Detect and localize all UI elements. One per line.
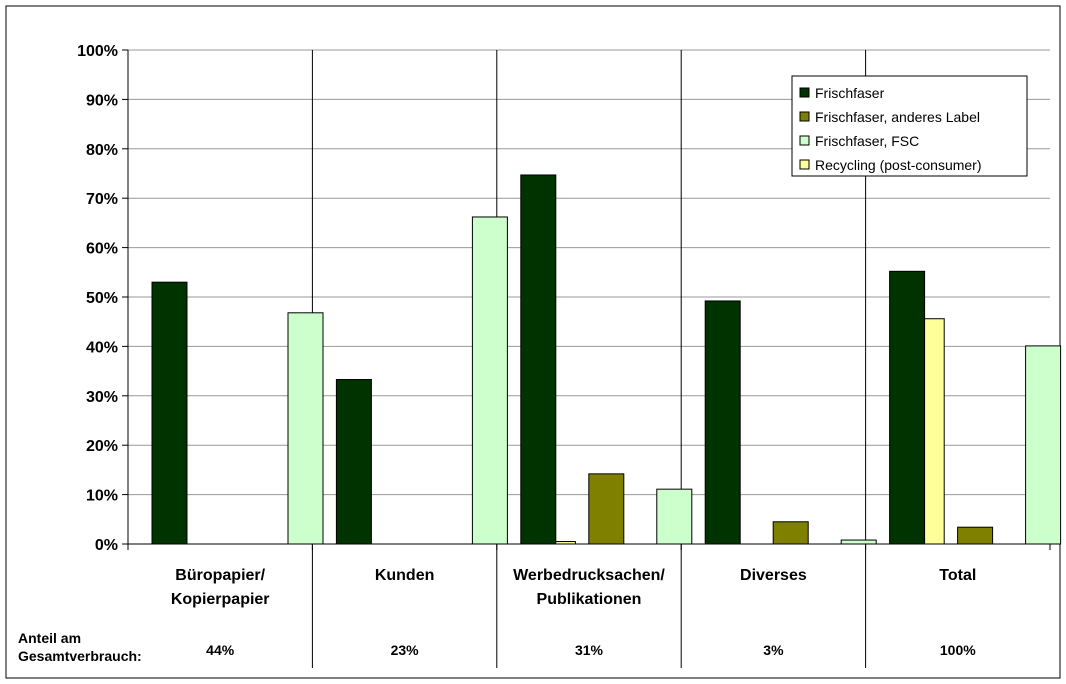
category-label-line: Diverses	[740, 567, 807, 584]
category-label: Kunden	[375, 567, 435, 584]
legend-label: Frischfaser, FSC	[815, 133, 919, 149]
y-tick-label: 20%	[86, 438, 118, 455]
category-label: Total	[939, 567, 976, 584]
share-row: Anteil am Gesamtverbrauch: 44% 23% 31% 3% 100%	[18, 630, 976, 664]
bar	[704, 300, 741, 545]
y-tick-label: 0%	[95, 537, 118, 554]
legend: Frischfaser Frischfaser, anderes Label Fri…	[791, 75, 1028, 177]
bar	[656, 488, 693, 545]
legend-swatch	[799, 111, 810, 122]
bar	[287, 312, 324, 545]
bar	[889, 270, 926, 545]
category-label-line: Büropapier/	[175, 567, 265, 584]
share-value: 3%	[763, 642, 784, 658]
legend-box	[791, 75, 1028, 177]
share-value: 44%	[206, 642, 235, 658]
bar	[520, 174, 557, 545]
bars	[151, 174, 1062, 545]
y-tick-label: 40%	[86, 339, 118, 356]
category-label: Werbedrucksachen/Publikationen	[513, 567, 665, 608]
y-tick-label: 90%	[86, 92, 118, 109]
share-row-label-line: Anteil am	[18, 630, 81, 646]
y-tick-label: 80%	[86, 142, 118, 159]
category-labels: Büropapier/Kopierpapier Kunden Werbedrucks…	[171, 567, 976, 608]
share-row-label: Anteil am Gesamtverbrauch:	[18, 630, 142, 664]
bar	[957, 526, 994, 545]
bar	[471, 216, 508, 545]
bar	[772, 521, 809, 545]
bar	[151, 281, 188, 545]
category-label-line: Werbedrucksachen/	[513, 567, 665, 584]
legend-label: Frischfaser	[815, 85, 885, 101]
y-tick-label: 100%	[77, 43, 118, 60]
legend-label: Recycling (post-consumer)	[815, 157, 982, 173]
bar	[840, 539, 877, 545]
legend-label: Frischfaser, anderes Label	[815, 109, 980, 125]
y-tick-label: 50%	[86, 290, 118, 307]
share-value: 31%	[575, 642, 604, 658]
category-label-line: Total	[939, 567, 976, 584]
category-label-line: Kunden	[375, 567, 435, 584]
share-value: 100%	[940, 642, 976, 658]
y-tick-label: 60%	[86, 241, 118, 258]
y-tick-label: 70%	[86, 191, 118, 208]
y-tick-labels: 0% 10% 20% 30% 40% 50% 60% 70% 80% 90% 100%	[77, 43, 118, 554]
category-label: Büropapier/Kopierpapier	[171, 567, 270, 608]
share-value: 23%	[391, 642, 420, 658]
bar	[335, 378, 372, 545]
category-label-line: Publikationen	[537, 591, 642, 608]
axes	[127, 50, 1051, 550]
share-row-label-line: Gesamtverbrauch:	[18, 648, 142, 664]
category-label: Diverses	[740, 567, 807, 584]
bar	[588, 473, 625, 545]
legend-swatch	[799, 87, 810, 98]
y-tick-label: 10%	[86, 488, 118, 505]
y-tick-label: 30%	[86, 389, 118, 406]
legend-swatch	[799, 159, 810, 170]
category-label-line: Kopierpapier	[171, 591, 270, 608]
legend-swatch	[799, 135, 810, 146]
bar	[1025, 345, 1062, 545]
